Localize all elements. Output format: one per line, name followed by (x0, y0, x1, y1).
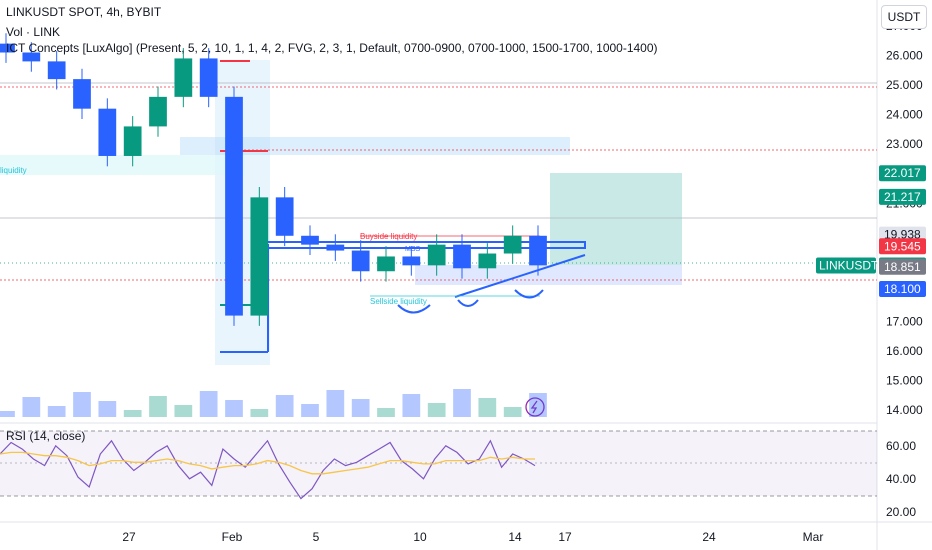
candle (351, 240, 370, 282)
candle (503, 225, 522, 264)
price-tick: 16.000 (886, 344, 923, 358)
candles-layer (0, 33, 547, 326)
liquidity-label: liquidity (0, 166, 27, 175)
price-label: 18.100 (879, 280, 926, 297)
svg-text:18.851: 18.851 (884, 260, 921, 274)
svg-text:19.545: 19.545 (884, 239, 921, 253)
candle (427, 234, 446, 276)
price-tick: 24.000 (886, 108, 923, 122)
candle (149, 86, 167, 137)
time-tick: 14 (508, 530, 522, 544)
last-price-tag: LINKUSDT (816, 257, 879, 274)
candle (250, 187, 269, 326)
mss-label: MSS (405, 246, 421, 253)
volume-bar (47, 406, 66, 417)
volume-bar (275, 395, 294, 417)
svg-text:22.017: 22.017 (884, 166, 921, 180)
time-tick: 24 (702, 530, 716, 544)
time-tick: 10 (413, 530, 427, 544)
svg-text:18.100: 18.100 (884, 282, 921, 296)
price-tick: 14.000 (886, 403, 923, 417)
volume-bar (225, 400, 243, 417)
rsi-panel (0, 430, 877, 497)
price-labels: 22.01721.21719.93819.54518.89618.85118.1… (816, 165, 926, 297)
candle (47, 51, 66, 90)
candle (326, 234, 345, 261)
price-tick: 23.000 (886, 137, 923, 151)
volume-bar (22, 397, 41, 417)
time-tick: Feb (222, 530, 243, 544)
rsi-ma-line (0, 451, 535, 475)
candle (199, 48, 218, 108)
svg-text:21.217: 21.217 (884, 190, 921, 204)
rsi-axis: 60.00 40.00 20.00 (886, 439, 916, 519)
candle (301, 225, 319, 255)
volume-bar (453, 389, 471, 417)
candle (174, 48, 193, 108)
time-tick: 27 (122, 530, 136, 544)
rsi-tick: 40.00 (886, 472, 916, 486)
candle (529, 225, 547, 276)
price-tick: 17.000 (886, 315, 923, 329)
indicator-legend: ICT Concepts [LuxAlgo] (Present, 5, 2, 1… (6, 41, 658, 55)
rsi-line (0, 439, 536, 500)
volume-bar (199, 391, 218, 417)
rsi-tick: 20.00 (886, 505, 916, 519)
price-tick: 15.000 (886, 374, 923, 388)
candle (0, 33, 15, 63)
price-label: 22.017 (879, 165, 926, 182)
symbol-title: LINKUSDT SPOT, 4h, BYBIT (6, 5, 162, 19)
currency-button[interactable]: USDT (881, 5, 927, 29)
svg-text:LINKUSDT: LINKUSDT (819, 258, 879, 272)
volume-bar (402, 394, 421, 417)
candle (275, 187, 294, 247)
volume-bar (301, 404, 319, 417)
volume-bar (250, 409, 269, 417)
volume-bar (123, 410, 142, 417)
volume-bar (427, 403, 446, 417)
candle (123, 116, 142, 167)
time-axis[interactable]: 27 Feb 5 10 14 17 24 Mar (122, 530, 823, 544)
volume-layer (0, 389, 547, 417)
volume-bar (529, 393, 547, 417)
price-label: 18.851 (879, 258, 926, 275)
price-label: 19.545 (879, 238, 926, 255)
buyside-label: Buyside liquidity (360, 232, 417, 241)
volume-bar (98, 401, 117, 417)
time-tick: 5 (313, 530, 320, 544)
candle (98, 98, 117, 167)
candle (453, 234, 471, 279)
time-tick: Mar (803, 530, 824, 544)
svg-text:19.938: 19.938 (884, 228, 921, 242)
candle (225, 86, 243, 326)
vol-legend: Vol · LINK (6, 25, 61, 39)
rsi-tick: 60.00 (886, 439, 916, 453)
volume-bar (0, 411, 15, 417)
rsi-title: RSI (14, close) (6, 429, 85, 443)
volume-bar (351, 399, 370, 417)
candle (377, 246, 395, 282)
time-tick: 17 (558, 530, 572, 544)
volume-bar (149, 396, 167, 417)
volume-bar (174, 405, 193, 417)
volume-bar (377, 408, 395, 417)
rsi-lines (0, 439, 536, 500)
candle (478, 243, 497, 279)
volume-bar (478, 398, 497, 417)
price-tick: 25.000 (886, 78, 923, 92)
volume-bar (73, 392, 91, 417)
volume-bar (326, 390, 345, 417)
price-label: 21.217 (879, 188, 926, 205)
candle (73, 68, 91, 120)
price-tick: 26.000 (886, 48, 923, 62)
volume-bar (503, 407, 522, 417)
sellside-label: Sellside liquidity (370, 297, 427, 306)
candle (402, 246, 421, 276)
candle (22, 42, 41, 72)
